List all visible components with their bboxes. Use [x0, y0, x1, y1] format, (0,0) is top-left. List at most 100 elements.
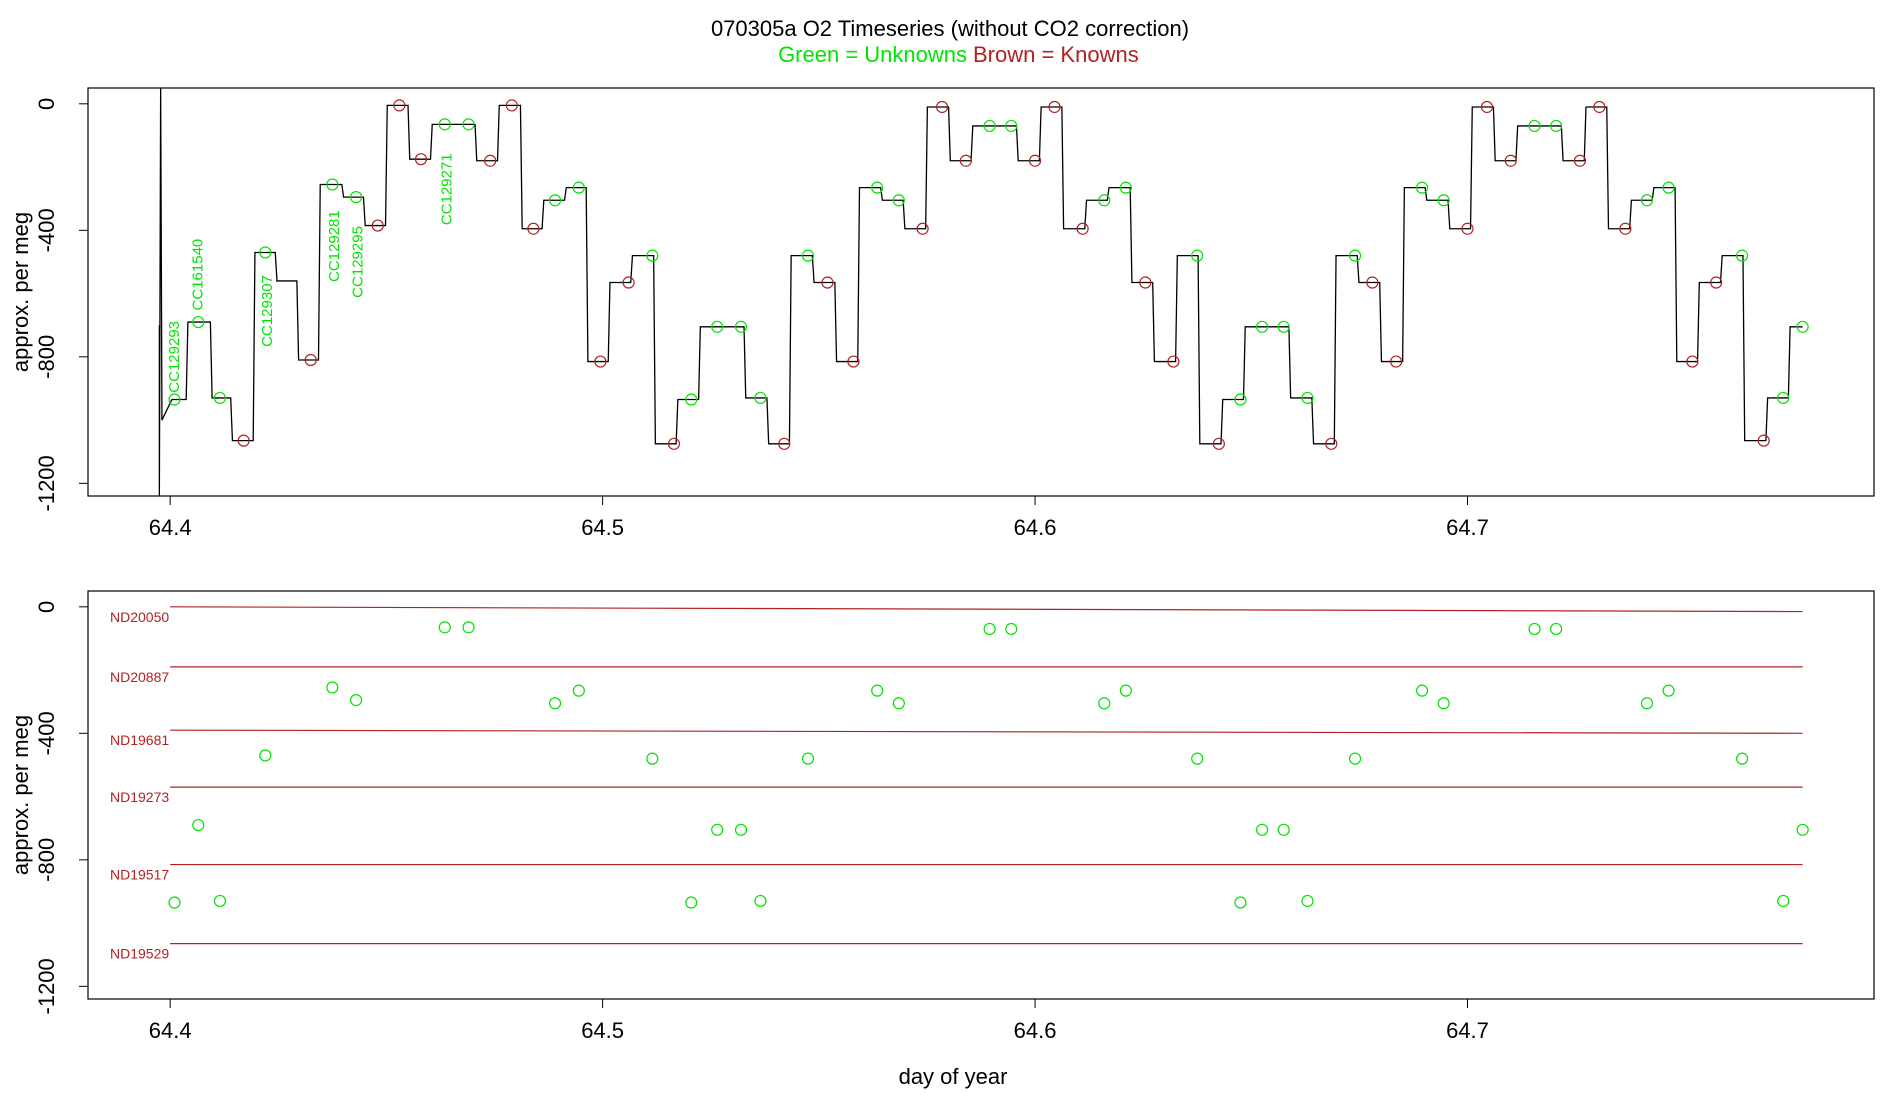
- known-point: [959, 154, 972, 167]
- y-tick-label: -400: [34, 711, 59, 755]
- unknown-point: [1662, 181, 1675, 194]
- sample-annotation: CC129295: [350, 226, 367, 298]
- unknown-point: [192, 818, 205, 832]
- unknown-point: [438, 118, 451, 131]
- unknown-point: [438, 621, 451, 634]
- unknown-point: [1528, 119, 1541, 133]
- unknown-point: [1005, 622, 1018, 636]
- unknown-point: [871, 181, 884, 194]
- known-point: [1461, 222, 1474, 235]
- x-tick-label: 64.6: [1014, 1018, 1057, 1043]
- unknown-point: [548, 194, 562, 207]
- unknown-point: [168, 896, 181, 909]
- unknown-point: [801, 752, 815, 765]
- unknown-point: [1098, 697, 1111, 710]
- known-point: [527, 222, 540, 235]
- known-point: [1076, 222, 1089, 235]
- known-point: [237, 434, 250, 447]
- known-point: [484, 154, 497, 167]
- unknown-point: [646, 249, 659, 262]
- unknown-point: [326, 681, 339, 694]
- known-point: [1366, 276, 1379, 289]
- known-point: [778, 437, 791, 450]
- unknown-point: [462, 621, 475, 634]
- y-tick-label: -1200: [34, 455, 59, 511]
- unknown-point: [259, 246, 272, 259]
- known-point: [1757, 434, 1770, 447]
- reference-label: ND20887: [110, 669, 169, 685]
- known-point: [1139, 276, 1152, 289]
- unknown-point: [548, 697, 562, 710]
- known-point: [1504, 154, 1517, 167]
- unknown-point: [1415, 181, 1429, 194]
- known-point: [304, 353, 317, 367]
- y-tick-label: 0: [34, 601, 59, 613]
- unknown-point: [1528, 622, 1541, 636]
- unknown-point: [754, 894, 767, 908]
- known-point: [594, 355, 607, 368]
- bottom-y-axis-label: approx. per meg: [8, 715, 33, 875]
- y-tick-label: 0: [34, 98, 59, 110]
- unknown-point: [685, 896, 698, 909]
- unknown-point: [1550, 622, 1563, 636]
- reference-line: [170, 606, 1803, 613]
- unknown-point: [1119, 684, 1132, 697]
- known-point: [847, 355, 860, 368]
- known-point: [371, 219, 384, 232]
- unknown-point: [462, 118, 475, 131]
- known-point: [916, 222, 929, 235]
- chart-title: 070305a O2 Timeseries (without CO2 corre…: [711, 16, 1189, 41]
- known-point: [821, 276, 834, 289]
- sample-annotation: CC129271: [438, 153, 455, 225]
- unknown-point: [192, 315, 205, 329]
- known-point: [1390, 355, 1403, 368]
- known-point: [1212, 437, 1225, 450]
- x-tick-label: 64.6: [1014, 515, 1057, 540]
- unknown-point: [1277, 320, 1290, 333]
- y-tick-label: -800: [34, 838, 59, 882]
- known-point: [622, 276, 635, 289]
- unknown-point: [685, 393, 698, 406]
- reference-label: ND19273: [110, 789, 169, 805]
- unknown-point: [350, 694, 363, 707]
- unknown-point: [1640, 697, 1654, 710]
- x-tick-label: 64.7: [1446, 515, 1489, 540]
- unknown-point: [983, 622, 996, 636]
- unknown-point: [1796, 823, 1809, 836]
- x-axis-label: day of year: [899, 1064, 1008, 1089]
- unknown-point: [1191, 249, 1204, 262]
- reference-label: ND19681: [110, 732, 169, 748]
- reference-line: [170, 729, 1803, 734]
- x-tick-label: 64.7: [1446, 1018, 1489, 1043]
- unknown-point: [168, 393, 181, 406]
- legend-knowns: Brown = Knowns: [973, 42, 1139, 67]
- unknown-point: [734, 320, 748, 333]
- top-panel: approx. per meg 64.4 64.5 64.6 64.7 0 -400 -80…: [8, 87, 1875, 540]
- known-point: [1619, 222, 1632, 235]
- known-point: [1028, 154, 1042, 167]
- unknown-point: [1234, 896, 1247, 909]
- known-point: [1048, 100, 1061, 114]
- known-point: [393, 99, 406, 112]
- unknown-point: [1796, 320, 1809, 333]
- unknown-point: [871, 684, 884, 697]
- legend-unknowns: Green = Unknowns: [778, 42, 967, 67]
- unknown-point: [1437, 194, 1450, 207]
- unknown-point: [1119, 181, 1132, 194]
- unknown-point: [1777, 894, 1790, 908]
- unknown-point: [350, 191, 363, 204]
- known-point: [1710, 276, 1723, 289]
- unknown-point: [326, 178, 339, 191]
- unknown-point: [1255, 320, 1269, 333]
- unknown-point: [1191, 752, 1204, 765]
- unknown-point: [734, 823, 748, 836]
- known-point: [1325, 437, 1338, 450]
- unknown-point: [1736, 249, 1749, 262]
- reference-label: ND19517: [110, 867, 169, 883]
- known-point: [1480, 100, 1494, 114]
- known-point: [1593, 100, 1606, 114]
- sample-annotation: CC129281: [326, 210, 343, 282]
- reference-label: ND19529: [110, 946, 169, 962]
- unknown-point: [711, 320, 724, 333]
